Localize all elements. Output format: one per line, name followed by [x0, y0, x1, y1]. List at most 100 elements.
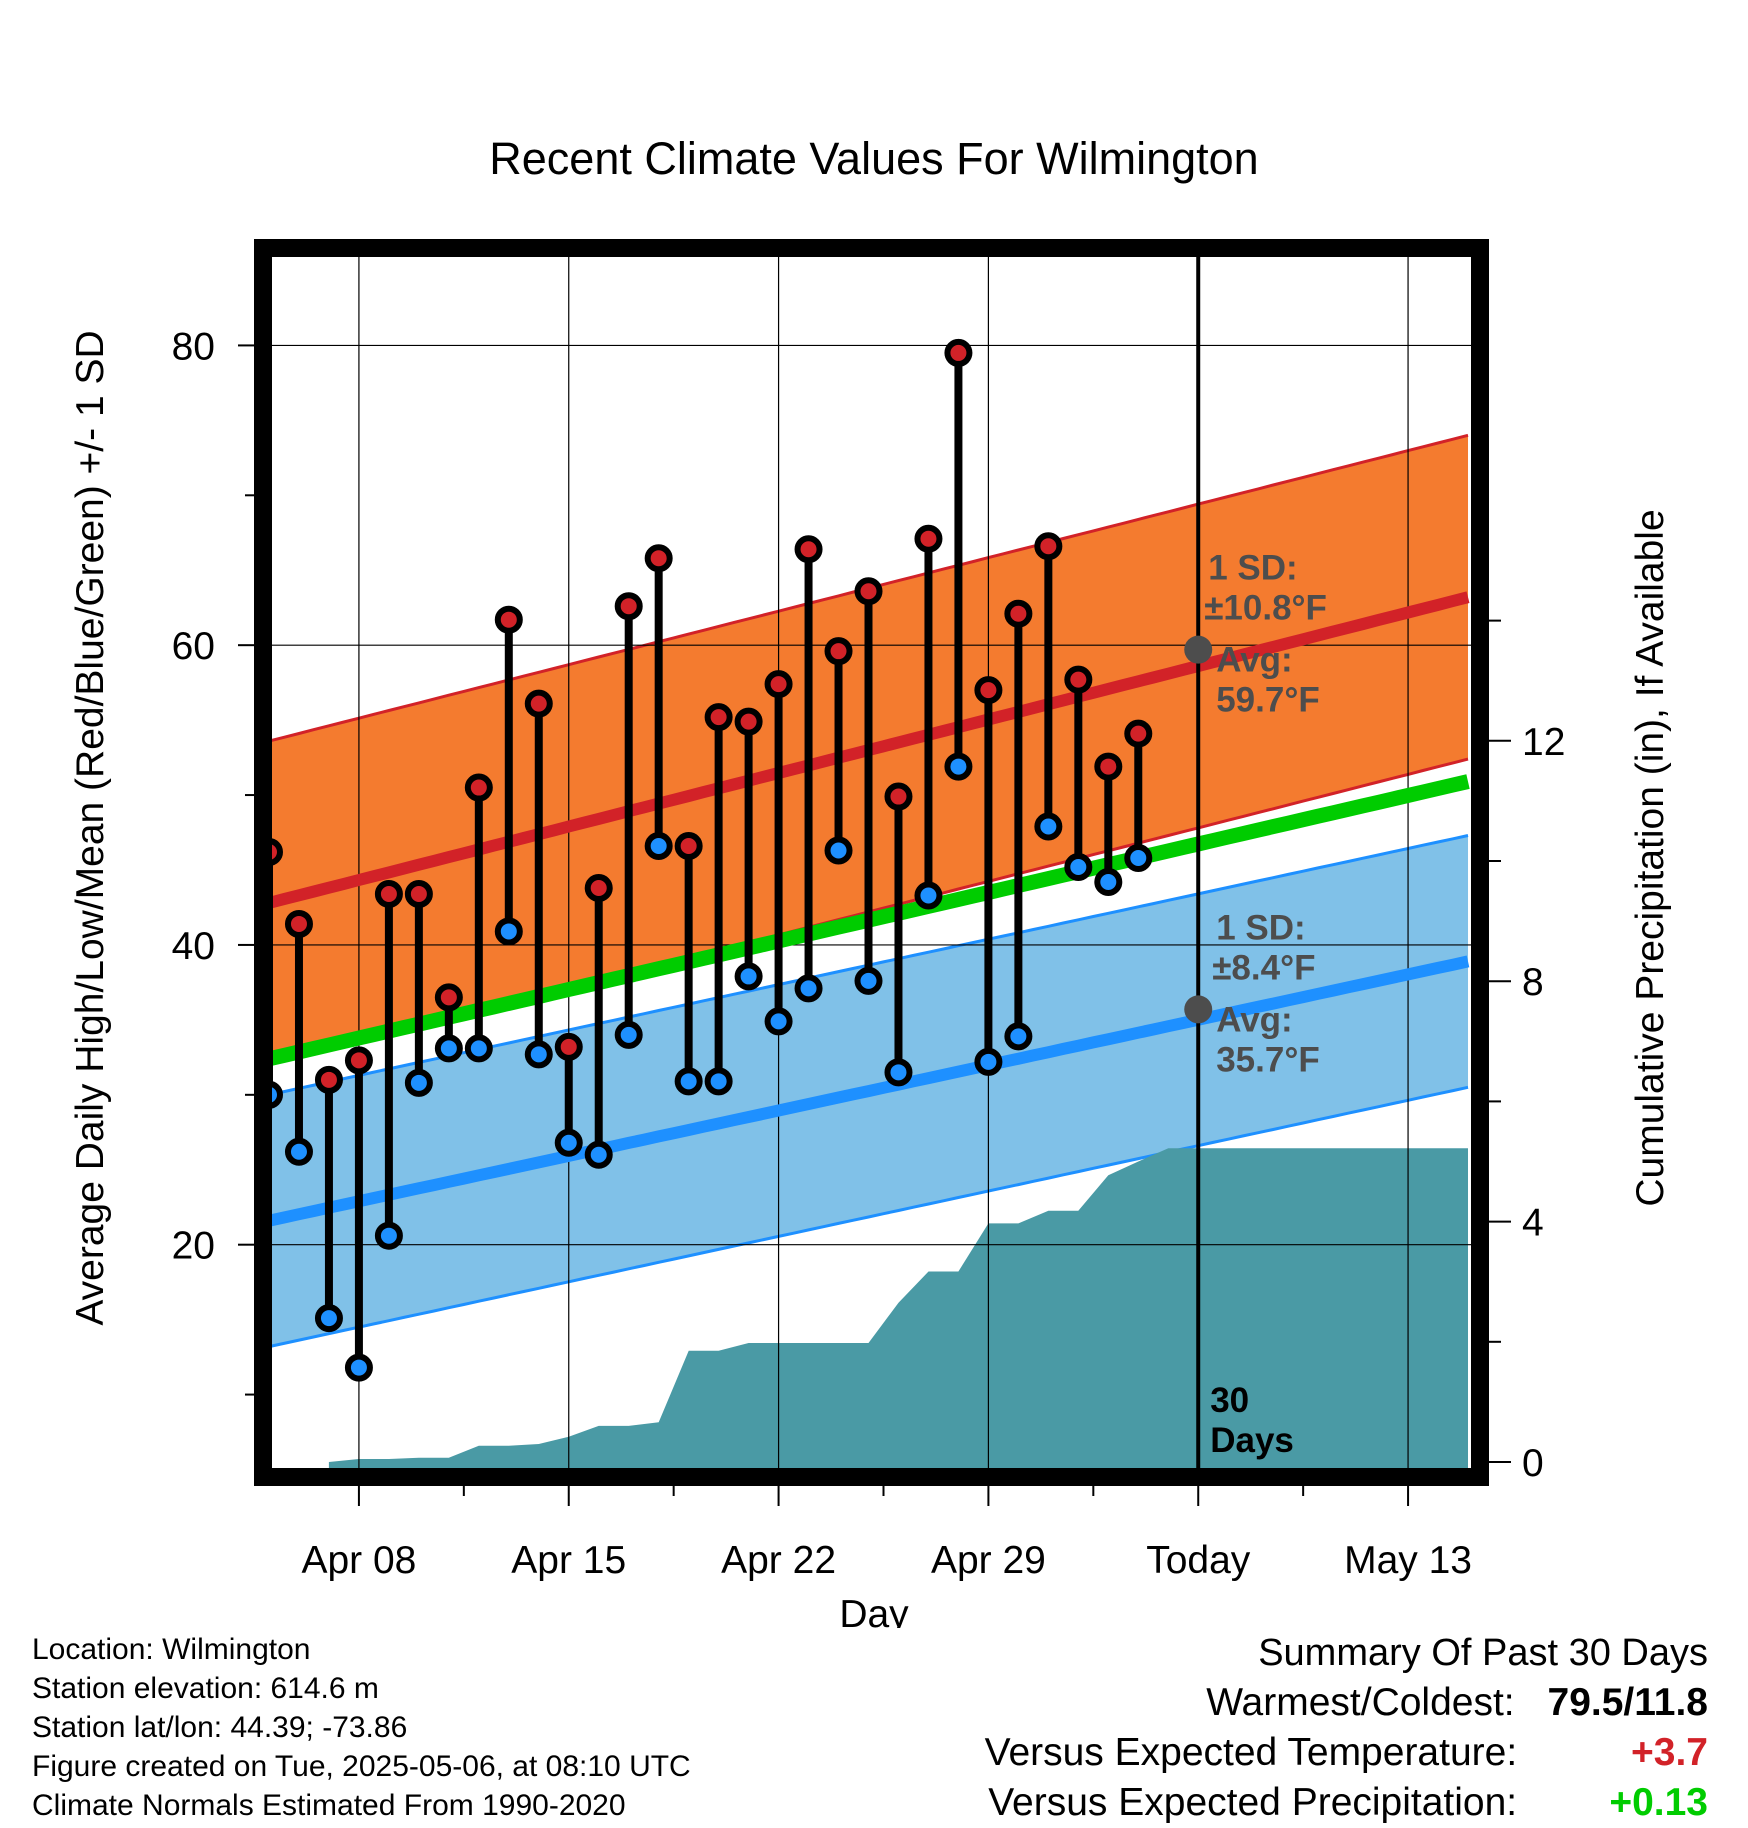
low-avg-label: Avg: — [1216, 1000, 1292, 1039]
y2-tick-label: 12 — [1522, 721, 1565, 764]
x-tick-label: Apr 29 — [931, 1539, 1046, 1582]
high-avg-label: Avg: — [1216, 641, 1292, 680]
daily-low-point — [464, 1034, 493, 1063]
x-tick-label: Today — [1146, 1539, 1251, 1582]
high-sd-label: 1 SD: — [1208, 549, 1297, 588]
daily-low-point — [1064, 852, 1093, 881]
daily-low-point — [944, 752, 973, 781]
daily-high-point — [434, 983, 463, 1012]
daily-low-point — [524, 1040, 553, 1069]
chart-title: Recent Climate Values For Wilmington — [489, 133, 1258, 184]
daily-low-point — [884, 1058, 913, 1087]
daily-low-point — [434, 1034, 463, 1063]
daily-high-point — [494, 605, 523, 634]
y2-tick-label: 8 — [1522, 961, 1544, 1004]
daily-high-point — [344, 1046, 373, 1075]
daily-low-point — [734, 962, 763, 991]
daily-low-point — [1124, 844, 1153, 873]
daily-low-point — [284, 1137, 313, 1166]
daily-high-point — [584, 873, 613, 902]
daily-low-point — [644, 832, 673, 861]
low-avg-value: 35.7°F — [1216, 1040, 1320, 1079]
temp-value: +3.7 — [1631, 1731, 1708, 1774]
created-text: Figure created on Tue, 2025-05-06, at 08… — [32, 1750, 691, 1783]
daily-high-point — [1004, 599, 1033, 628]
daily-high-point — [1094, 752, 1123, 781]
y2-axis-label: Cumulative Precipitation (in), If Availa… — [1629, 509, 1672, 1206]
daily-high-point — [524, 689, 553, 718]
x-tick-label: Apr 22 — [721, 1539, 836, 1582]
climate-chart: Recent Climate Values For Wilmington 1 S… — [69, 133, 1672, 1628]
precip-value: +0.13 — [1609, 1781, 1708, 1824]
summary-panel: Summary Of Past 30 Days Warmest/Coldest:… — [985, 1628, 1708, 1828]
y-tick-label: 80 — [172, 325, 215, 368]
y-tick-label: 20 — [172, 1225, 215, 1268]
plot-clip-group — [263, 248, 1480, 1477]
x-tick-label: Apr 08 — [301, 1539, 416, 1582]
daily-low-point — [1004, 1022, 1033, 1051]
daily-high-point — [944, 338, 973, 367]
daily-high-point — [644, 544, 673, 573]
daily-high-point — [824, 637, 853, 666]
today-days-word: Days — [1210, 1421, 1294, 1460]
daily-low-point — [674, 1067, 703, 1096]
daily-low-point — [614, 1020, 643, 1049]
today-avg-high-marker — [1184, 635, 1213, 664]
daily-low-point — [854, 966, 883, 995]
low-sd-value: ±8.4°F — [1212, 948, 1315, 987]
daily-low-point — [794, 974, 823, 1003]
warm-cold-label: Warmest/Coldest: — [1206, 1681, 1515, 1724]
precip-label: Versus Expected Precipitation: — [988, 1781, 1518, 1824]
daily-low-point — [1034, 812, 1063, 841]
today-days-count: 30 — [1210, 1381, 1249, 1420]
plot-frame — [254, 239, 1489, 1486]
y-tick-label: 40 — [172, 925, 215, 968]
today-avg-low-marker — [1184, 995, 1213, 1024]
normals-text: Climate Normals Estimated From 1990-2020 — [32, 1789, 626, 1822]
daily-high-point — [704, 703, 733, 732]
latlon-text: Station lat/lon: 44.39; -73.86 — [32, 1711, 408, 1744]
x-axis-label: Day — [839, 1593, 909, 1628]
daily-low-point — [554, 1128, 583, 1157]
precip-area — [328, 1148, 1468, 1477]
daily-high-point — [914, 524, 943, 553]
precip-row: Versus Expected Precipitation: +0.13 — [985, 1778, 1708, 1828]
warm-cold-row: Warmest/Coldest: 79.5/11.8 — [985, 1678, 1708, 1728]
daily-high-point — [374, 879, 403, 908]
daily-high-point — [554, 1032, 583, 1061]
daily-high-point — [284, 909, 313, 938]
x-tick-label: May 13 — [1344, 1539, 1472, 1582]
x-tick-label: Apr 15 — [511, 1539, 626, 1582]
daily-low-point — [494, 917, 523, 946]
daily-high-point — [854, 577, 883, 606]
daily-low-point — [374, 1221, 403, 1250]
daily-high-point — [404, 879, 433, 908]
normal-low-line — [267, 955, 1470, 1227]
low-sd-label: 1 SD: — [1216, 908, 1305, 947]
daily-low-point — [824, 836, 853, 865]
daily-high-point — [764, 670, 793, 699]
daily-low-point — [344, 1353, 373, 1382]
temp-row: Versus Expected Temperature: +3.7 — [985, 1728, 1708, 1778]
daily-low-point — [1094, 867, 1123, 896]
daily-high-point — [794, 535, 823, 564]
daily-low-point — [914, 881, 943, 910]
daily-high-point — [1034, 532, 1063, 561]
temp-label: Versus Expected Temperature: — [984, 1731, 1518, 1774]
daily-low-point — [704, 1067, 733, 1096]
daily-low-point — [584, 1140, 613, 1169]
daily-low-point — [314, 1304, 343, 1333]
y2-tick-label: 0 — [1522, 1442, 1544, 1485]
daily-high-point — [614, 592, 643, 621]
location-text: Location: Wilmington — [32, 1633, 311, 1666]
daily-high-point — [674, 832, 703, 861]
summary-title: Summary Of Past 30 Days — [1258, 1632, 1708, 1674]
station-info: Location: Wilmington Station elevation: … — [32, 1630, 691, 1825]
daily-high-point — [974, 676, 1003, 705]
daily-high-point — [464, 773, 493, 802]
daily-high-point — [1064, 665, 1093, 694]
y-axis-label: Average Daily High/Low/Mean (Red/Blue/Gr… — [69, 330, 112, 1325]
daily-high-point — [314, 1065, 343, 1094]
y2-tick-label: 4 — [1522, 1202, 1544, 1245]
